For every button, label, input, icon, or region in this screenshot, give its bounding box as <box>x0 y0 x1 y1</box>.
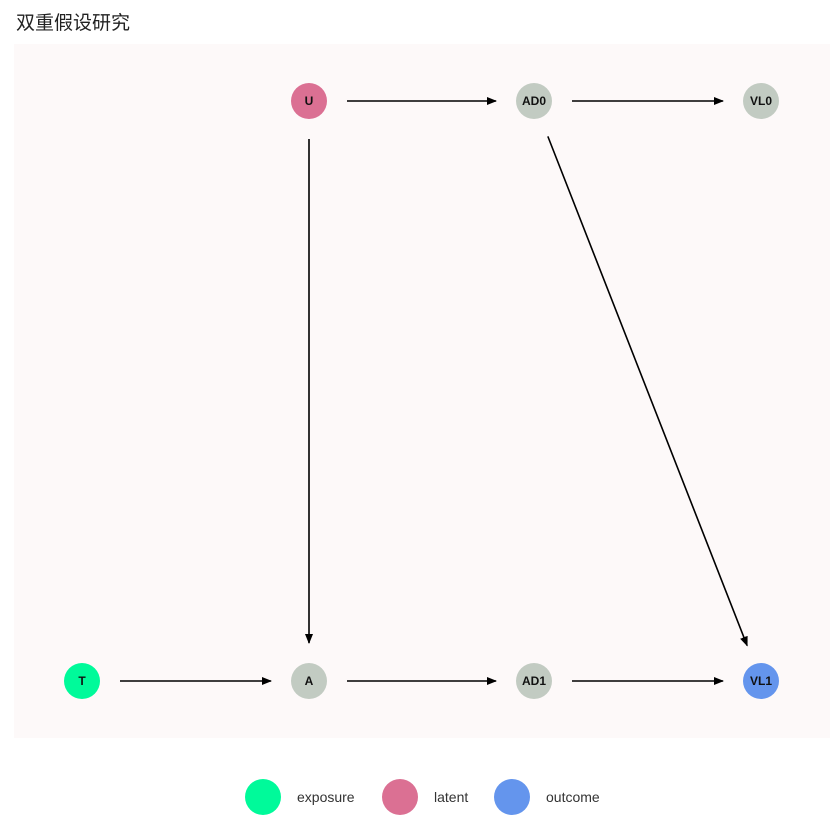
node-circle-vl1 <box>743 663 779 699</box>
node-circle-ad0 <box>516 83 552 119</box>
node-label-ad1: AD1 <box>522 674 546 688</box>
node-label-a: A <box>305 674 314 688</box>
node-a: A <box>291 663 327 699</box>
legend-swatch-exposure <box>245 779 281 815</box>
nodes: U AD0 VL0 T A AD1 VL1 <box>64 83 779 699</box>
node-circle-ad1 <box>516 663 552 699</box>
diagram-title: 双重假设研究 <box>16 12 131 34</box>
node-label-vl1: VL1 <box>750 674 772 688</box>
node-circle-vl0 <box>743 83 779 119</box>
legend-label-outcome: outcome <box>546 789 600 805</box>
node-vl1: VL1 <box>743 663 779 699</box>
node-u: U <box>291 83 327 119</box>
legend-item-outcome: outcome <box>494 776 600 818</box>
legend-item-exposure: exposure <box>245 776 355 818</box>
legend: exposure latent outcome <box>0 776 840 820</box>
node-ad0: AD0 <box>516 83 552 119</box>
node-ad1: AD1 <box>516 663 552 699</box>
node-circle-t <box>64 663 100 699</box>
plot-panel <box>14 44 830 738</box>
legend-item-latent: latent <box>382 776 468 818</box>
node-label-t: T <box>78 674 86 688</box>
legend-swatch-latent <box>382 779 418 815</box>
node-t: T <box>64 663 100 699</box>
node-vl0: VL0 <box>743 83 779 119</box>
legend-swatch-outcome <box>494 779 530 815</box>
node-label-u: U <box>305 94 314 108</box>
edges <box>120 97 748 685</box>
node-circle-u <box>291 83 327 119</box>
legend-label-latent: latent <box>434 789 469 805</box>
legend-label-exposure: exposure <box>297 789 355 805</box>
node-label-vl0: VL0 <box>750 94 772 108</box>
node-label-ad0: AD0 <box>522 94 546 108</box>
node-circle-a <box>291 663 327 699</box>
edge-ad0-to-vl1 <box>547 136 748 647</box>
